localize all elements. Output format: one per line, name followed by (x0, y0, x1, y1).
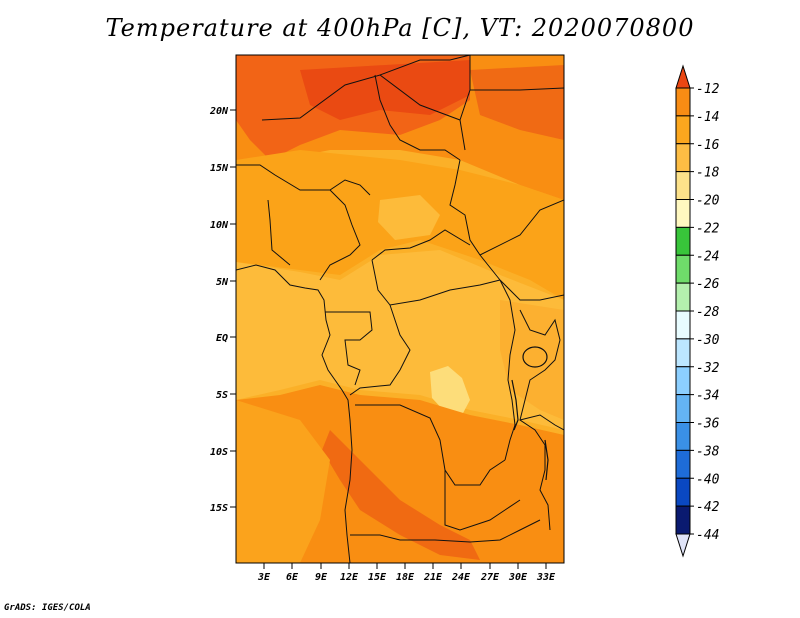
region-angola-warm-streak (322, 430, 480, 560)
region-ocean-warm-south (236, 400, 330, 563)
border-nigeria (267, 189, 361, 281)
border-niger-chad (374, 74, 461, 161)
colorbar-label: -32 (696, 361, 720, 376)
colorbar-swatch (675, 310, 691, 340)
border-congo-drc (349, 304, 411, 396)
lat-label: 5N (216, 277, 229, 288)
border-sahel-west (236, 164, 371, 196)
region-east-warm (470, 65, 564, 140)
lon-label: 33E (536, 572, 556, 583)
colorbar-top-arrow (675, 64, 691, 89)
colorbar-label: -26 (696, 277, 720, 292)
lon-label: 30E (508, 572, 528, 583)
lake-malawi (544, 439, 549, 481)
lake-victoria (522, 346, 548, 368)
colorbar-bottom-arrow (675, 533, 691, 558)
lat-axis (230, 109, 236, 508)
lat-label: 15S (210, 503, 228, 514)
colorbar-swatch (675, 226, 691, 256)
lat-label: 15N (210, 163, 229, 174)
lon-axis (263, 563, 547, 569)
colorbar-swatch (675, 171, 691, 200)
country-boundaries (236, 55, 564, 563)
region-congo-cool-patch (430, 366, 470, 415)
colorbar-label: -36 (696, 417, 720, 432)
colorbar-swatch (675, 87, 691, 117)
map-title: Temperature at 400hPa [C], VT: 202007080… (105, 14, 695, 42)
border-cameroon-gabon (325, 311, 373, 386)
border-libya-egypt (459, 55, 471, 151)
region-central-basin (236, 250, 564, 430)
map-frame (235, 54, 565, 564)
lon-label: 9E (315, 572, 328, 583)
colorbar-swatch (675, 366, 691, 396)
lat-label: 10S (210, 447, 228, 458)
colorbar-label: -16 (696, 138, 720, 153)
colorbar-label: -20 (696, 194, 720, 209)
lon-label: 27E (480, 572, 500, 583)
border-angola-namibia (350, 519, 541, 543)
coastline-west-africa (236, 264, 353, 563)
colorbar-label: -42 (696, 500, 720, 515)
colorbar-label: -12 (696, 82, 720, 97)
colorbar-swatch (675, 282, 691, 312)
border-drc-east (499, 279, 516, 461)
border-algeria-mali (261, 74, 461, 121)
colorbar-label: -24 (696, 249, 719, 264)
lat-label: 20N (209, 106, 229, 117)
border-car (371, 229, 501, 306)
colorbar-label: -14 (696, 110, 719, 125)
lat-label: 5S (216, 390, 228, 401)
lon-label: 12E (340, 572, 359, 583)
region-western-interior-cool (378, 195, 440, 240)
border-east-lakes (519, 309, 561, 531)
border-tanzania (519, 414, 564, 431)
colorbar-label: -22 (696, 221, 720, 236)
colorbar-label: -18 (696, 166, 720, 181)
lon-label: 3E (257, 572, 271, 583)
colorbar-swatch (675, 394, 691, 423)
border-libya-chad (379, 55, 471, 76)
lon-label: 15E (368, 572, 387, 583)
colorbar-swatch (675, 143, 691, 173)
border-sudan-south (479, 199, 564, 301)
colorbar-label: -38 (696, 444, 720, 459)
colorbar-label: -30 (696, 333, 720, 348)
lon-label: 18E (396, 572, 415, 583)
border-egypt-sudan (470, 87, 564, 91)
colorbar-label: -34 (696, 389, 719, 404)
lon-label: 21E (423, 572, 443, 583)
colorbar-swatch (675, 449, 691, 479)
grads-credit: GrADS: IGES/COLA (4, 603, 91, 613)
colorbar-swatch (675, 199, 691, 228)
colorbar-swatch (675, 422, 691, 451)
colorbar-swatch (675, 477, 691, 507)
region-sahara-hot-spot (300, 60, 470, 120)
colorbar-label: -44 (696, 528, 719, 543)
lon-label: 24E (451, 572, 471, 583)
colorbar-swatch (675, 338, 691, 368)
colorbar-swatch (675, 505, 691, 535)
lake-tanganyika (511, 379, 519, 431)
border-zambia (444, 470, 521, 531)
colorbar-swatch (675, 254, 691, 284)
lat-label: 10N (210, 220, 229, 231)
colorbar: -12 -14 -16 -18 -20 -22 -24 -26 -28 -30 -32 -34 -36 -… (675, 64, 720, 558)
lon-label: 6E (286, 572, 299, 583)
lat-label: EQ (216, 333, 228, 344)
colorbar-label: -40 (696, 472, 720, 487)
colorbar-label: -28 (696, 305, 720, 320)
temperature-field (236, 55, 564, 563)
colorbar-swatch (675, 115, 691, 145)
lakes (511, 346, 549, 481)
